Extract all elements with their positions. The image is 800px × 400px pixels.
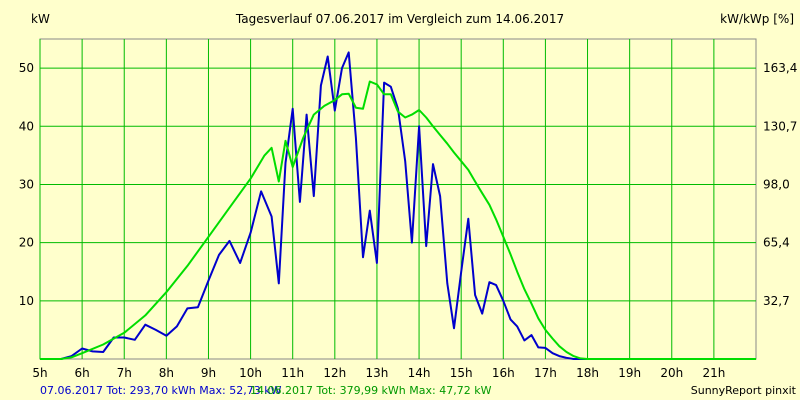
credit-text: SunnyReport pinxit <box>691 384 797 397</box>
y-tick-label-right: 163,4 <box>763 61 797 75</box>
plot-area <box>39 38 757 360</box>
series-layer <box>40 51 756 360</box>
x-tick-label: 18h <box>576 366 599 380</box>
x-tick-label: 14h <box>408 366 431 380</box>
y-tick-label-left: 50 <box>19 61 34 75</box>
x-tick-label: 11h <box>281 366 304 380</box>
y-tick-label-right: 32,7 <box>763 294 790 308</box>
x-tick-label: 21h <box>702 366 725 380</box>
y-tick-label-left: 30 <box>19 177 34 191</box>
series-line-2 <box>40 80 756 360</box>
x-tick-label: 20h <box>660 366 683 380</box>
y-tick-label-left: 20 <box>19 236 34 250</box>
x-tick-label: 8h <box>159 366 174 380</box>
x-tick-label: 6h <box>74 366 89 380</box>
y-tick-label-right: 65,4 <box>763 236 790 250</box>
x-tick-label: 16h <box>492 366 515 380</box>
grid-layer <box>39 39 756 359</box>
x-tick-label: 15h <box>450 366 473 380</box>
legend-series-2: 14.06.2017 Tot: 379,99 kWh Max: 47,72 kW <box>250 384 492 397</box>
tick-layer: 5h 6h 7h 8h 9h 10h 11h 12h 13h 14h 15h 16h 17h 18h 19h… <box>19 61 798 380</box>
x-tick-label: 5h <box>32 366 47 380</box>
y-tick-label-right: 130,7 <box>763 119 797 133</box>
y-axis-left-label: kW <box>31 12 50 26</box>
x-tick-label: 13h <box>366 366 389 380</box>
x-tick-label: 19h <box>618 366 641 380</box>
x-tick-label: 12h <box>323 366 346 380</box>
x-tick-label: 7h <box>117 366 132 380</box>
y-tick-label-right: 98,0 <box>763 177 790 191</box>
y-tick-label-left: 40 <box>19 119 34 133</box>
x-tick-label: 17h <box>534 366 557 380</box>
legend-series-1: 07.06.2017 Tot: 293,70 kWh Max: 52,73 kW <box>40 384 282 397</box>
x-tick-label: 10h <box>239 366 262 380</box>
chart-title: Tagesverlauf 07.06.2017 im Vergleich zum… <box>235 12 564 26</box>
x-tick-label: 9h <box>201 366 216 380</box>
y-axis-right-label: kW/kWp [%] <box>720 12 794 26</box>
y-tick-label-left: 10 <box>19 294 34 308</box>
